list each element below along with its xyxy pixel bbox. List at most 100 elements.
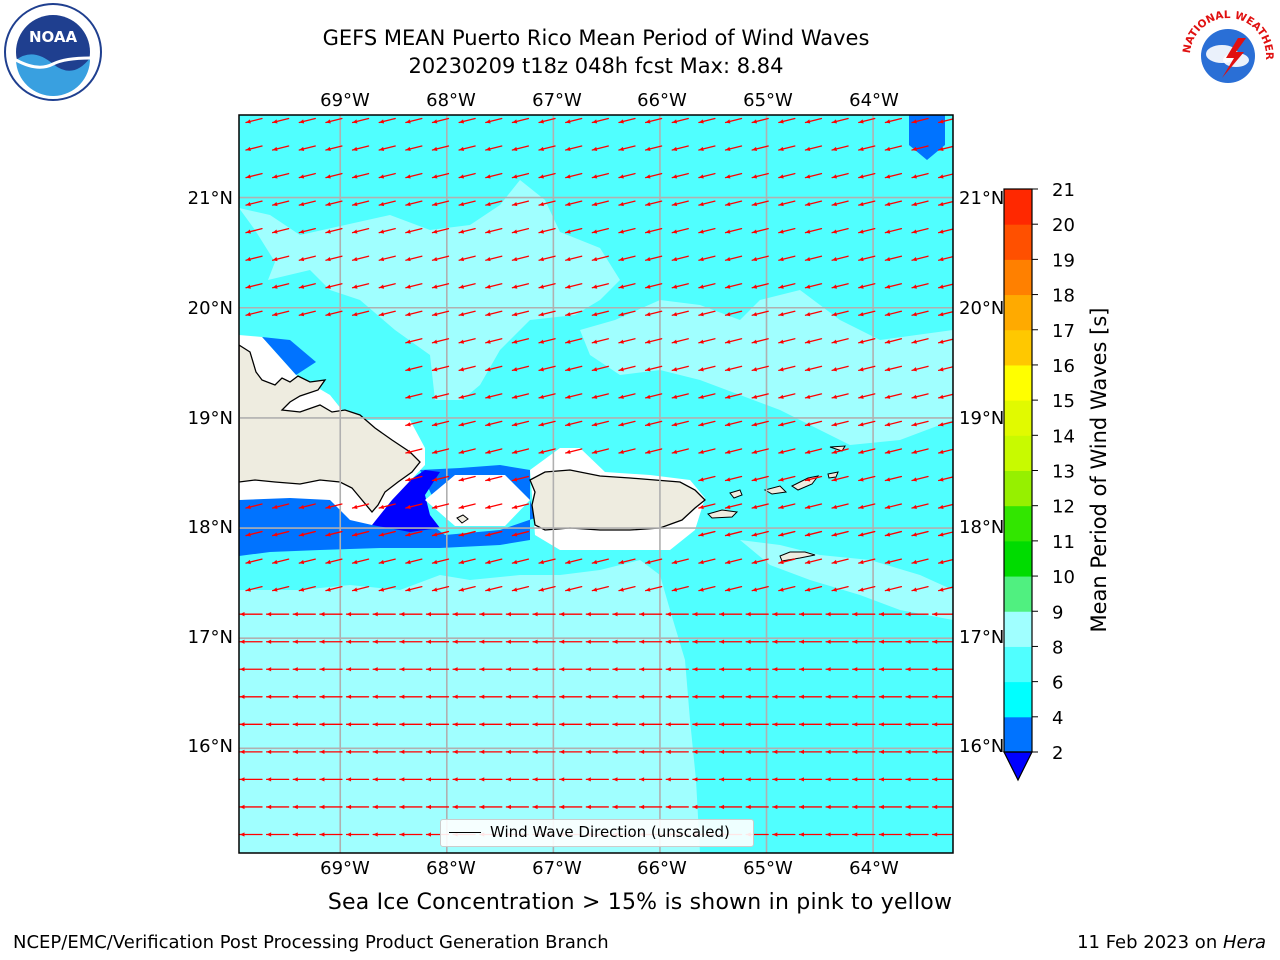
wind-arrow-head bbox=[645, 146, 651, 152]
wind-arrow-head bbox=[618, 367, 624, 372]
wind-arrow-head bbox=[432, 532, 438, 537]
wind-arrow-head bbox=[485, 477, 491, 482]
wind-arrow-head bbox=[719, 694, 725, 699]
wind-arrow-head bbox=[325, 504, 331, 510]
wind-arrow-head bbox=[272, 587, 278, 592]
wind-arrow-head bbox=[459, 477, 465, 482]
colorbar-tick-label: 9 bbox=[1052, 602, 1063, 623]
wind-arrow-head bbox=[325, 587, 331, 592]
wind-arrow-head bbox=[912, 504, 917, 510]
wind-arrow-head bbox=[858, 394, 864, 399]
wind-arrow-head bbox=[879, 749, 884, 755]
wind-arrow-head bbox=[725, 146, 731, 152]
wind-arrow-head bbox=[319, 804, 325, 810]
wind-arrow-head bbox=[346, 694, 352, 699]
wind-arrow-head bbox=[325, 201, 331, 207]
wind-arrow-head bbox=[938, 587, 944, 592]
wind-arrow-head bbox=[272, 504, 278, 510]
wind-arrow-head bbox=[938, 339, 944, 344]
wind-arrow-head bbox=[698, 532, 704, 537]
wind-arrow-head bbox=[852, 832, 858, 837]
wind-arrow-head bbox=[805, 339, 811, 344]
wind-arrow-head bbox=[565, 587, 571, 592]
wind-arrow-head bbox=[325, 146, 331, 152]
wind-arrow-head bbox=[692, 639, 698, 644]
wind-arrow-head bbox=[725, 229, 731, 234]
wind-arrow-head bbox=[245, 284, 251, 289]
wind-arrow-head bbox=[885, 394, 891, 399]
wind-arrow-head bbox=[373, 667, 378, 672]
wind-arrow-head bbox=[299, 229, 305, 234]
wind-arrow-head bbox=[826, 722, 831, 727]
wind-arrow-head bbox=[325, 229, 331, 234]
wind-arrow-head bbox=[725, 339, 731, 344]
wind-arrow-head bbox=[805, 449, 811, 454]
wind-arrow-head bbox=[319, 694, 325, 699]
colorbar bbox=[1003, 188, 1033, 782]
wind-arrow-head bbox=[485, 422, 491, 427]
wind-arrow-head bbox=[725, 201, 731, 207]
wind-arrow-head bbox=[778, 312, 784, 317]
wind-arrow-head bbox=[559, 777, 565, 782]
lat-label-left: 20°N bbox=[188, 298, 233, 319]
wind-arrow-head bbox=[325, 312, 331, 317]
wind-arrow-head bbox=[752, 119, 758, 124]
wind-arrow-head bbox=[299, 587, 305, 592]
wind-arrow-head bbox=[885, 339, 891, 344]
wind-arrow-head bbox=[885, 174, 891, 179]
wind-arrow-head bbox=[379, 312, 385, 317]
wind-arrow-head bbox=[858, 559, 864, 565]
wind-arrow-head bbox=[826, 832, 831, 837]
wind-arrow-head bbox=[912, 229, 917, 234]
wind-arrow-head bbox=[752, 587, 758, 592]
wind-arrow-head bbox=[826, 667, 831, 672]
wind-arrow-head bbox=[672, 201, 678, 207]
wind-arrow-head bbox=[832, 229, 838, 234]
wind-arrow-head bbox=[379, 119, 385, 124]
wind-arrow-head bbox=[373, 749, 378, 755]
colorbar-segment bbox=[1004, 611, 1032, 647]
wind-arrow-head bbox=[778, 119, 784, 124]
wind-arrow-head bbox=[618, 284, 624, 289]
wind-arrow-head bbox=[885, 146, 891, 152]
wind-arrow-head bbox=[272, 174, 278, 179]
wind-arrow-head bbox=[852, 612, 858, 617]
wind-arrow-head bbox=[752, 477, 758, 482]
wind-arrow-head bbox=[559, 612, 565, 617]
wind-arrow-head bbox=[612, 722, 618, 727]
chart-subtitle: 20230209 t18z 048h fcst Max: 8.84 bbox=[408, 54, 784, 78]
wind-arrow-head bbox=[512, 504, 518, 510]
wind-arrow-head bbox=[266, 667, 272, 672]
wind-arrow-head bbox=[479, 612, 485, 617]
svg-text:NOAA: NOAA bbox=[29, 28, 78, 46]
wind-arrow-head bbox=[698, 367, 704, 372]
wind-arrow-head bbox=[539, 587, 544, 592]
wind-arrow-head bbox=[879, 804, 884, 810]
wind-arrow-head bbox=[539, 449, 544, 454]
wind-arrow-head bbox=[586, 667, 591, 672]
wind-arrow-head bbox=[932, 777, 938, 782]
wind-arrow-head bbox=[346, 722, 352, 727]
wind-arrow-head bbox=[459, 312, 465, 317]
wind-arrow-head bbox=[852, 694, 858, 699]
region-8-9s-north bbox=[239, 180, 620, 400]
wind-arrow-head bbox=[506, 639, 511, 644]
wind-arrow-head bbox=[805, 532, 811, 537]
wind-arrow-head bbox=[645, 312, 651, 317]
wind-arrow-head bbox=[352, 146, 358, 152]
wind-arrow-head bbox=[885, 367, 891, 372]
wind-arrow-head bbox=[912, 146, 917, 152]
wind-arrow-head bbox=[272, 559, 278, 565]
wind-arrow-head bbox=[719, 639, 725, 644]
wind-arrow-head bbox=[805, 201, 811, 207]
wind-arrow-head bbox=[719, 612, 725, 617]
colorbar-segment bbox=[1004, 576, 1032, 612]
wind-arrow-head bbox=[586, 722, 591, 727]
wind-arrow-head bbox=[485, 367, 491, 372]
colorbar-tick-label: 13 bbox=[1052, 462, 1075, 483]
wind-arrow-head bbox=[752, 394, 758, 399]
wind-arrow-head bbox=[432, 339, 438, 344]
wind-arrow-head bbox=[432, 394, 438, 399]
wind-arrow-head bbox=[459, 367, 465, 372]
wind-arrow-head bbox=[319, 612, 325, 617]
